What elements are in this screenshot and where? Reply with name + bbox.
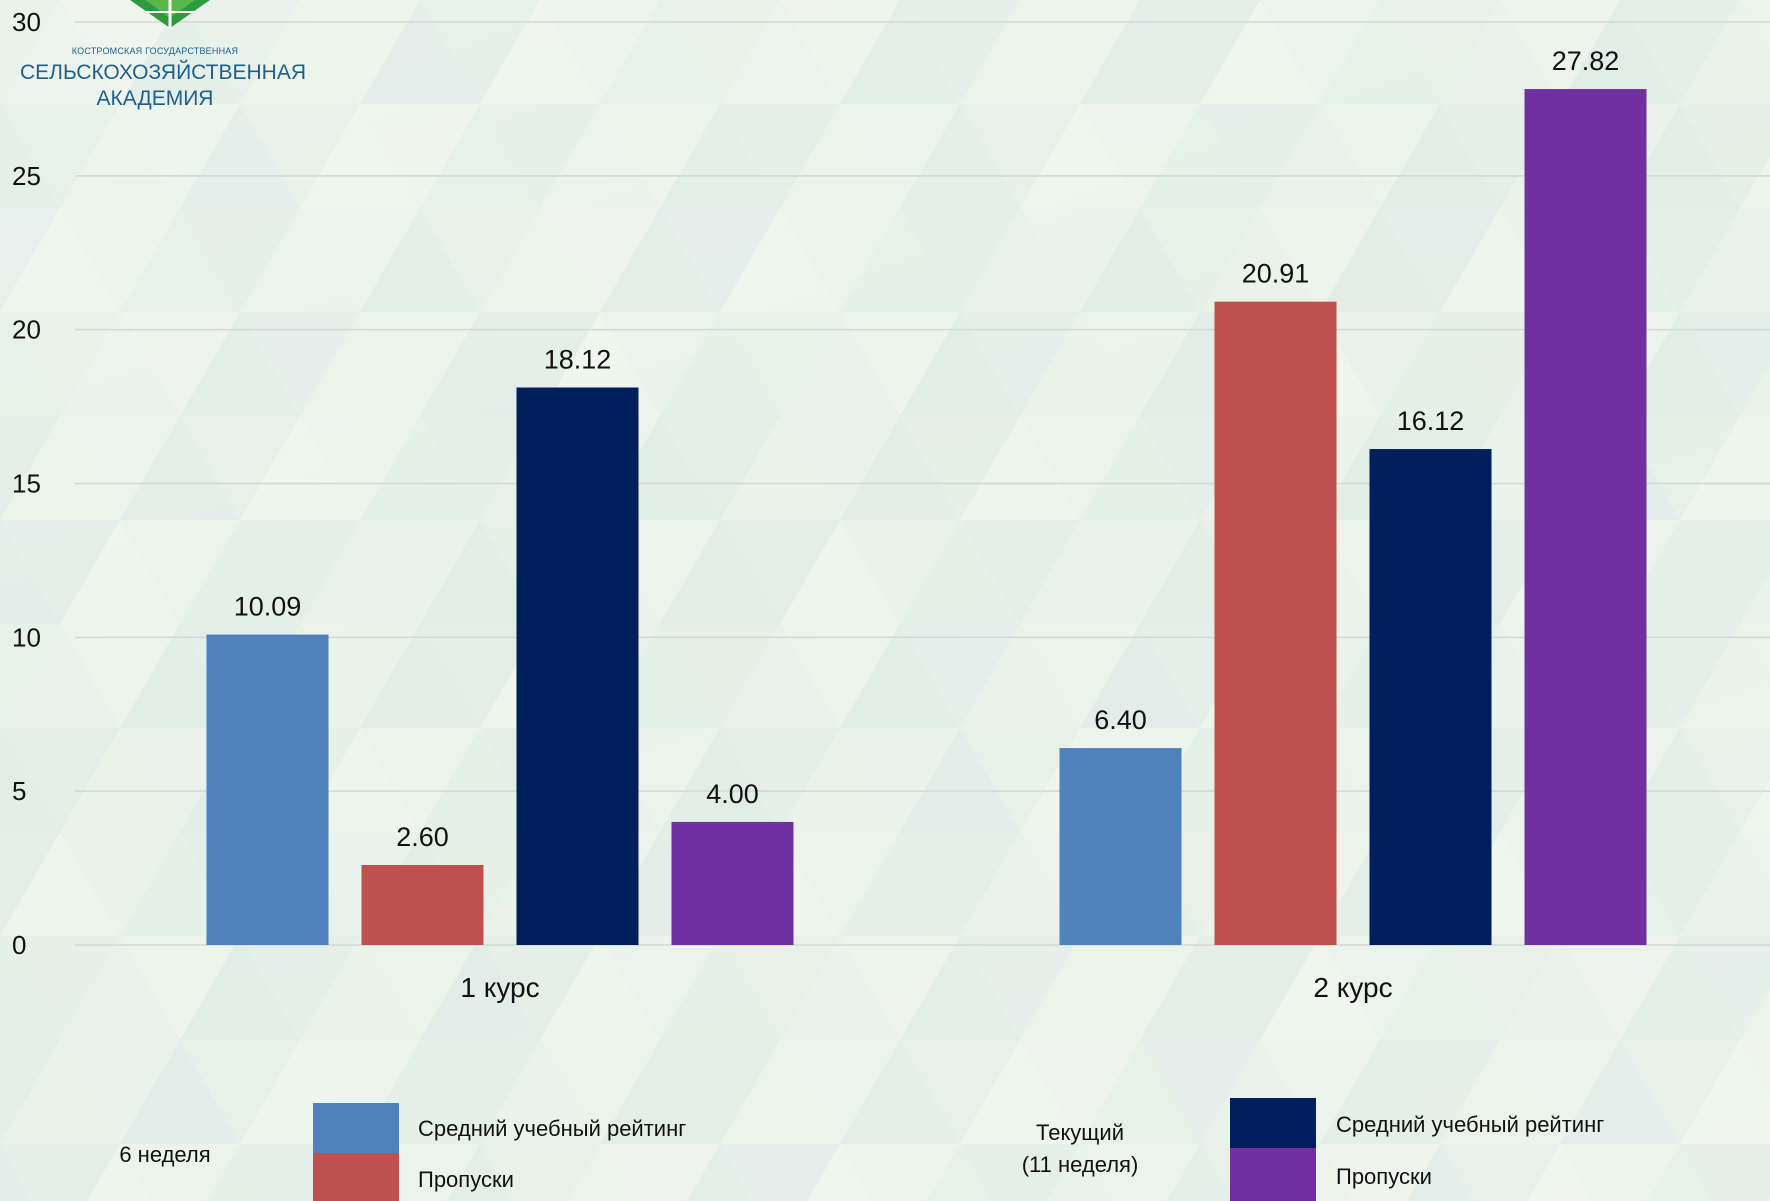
x-category-label: 1 курс <box>460 972 539 1003</box>
y-tick-label: 5 <box>12 776 26 806</box>
logo-title-2: АКАДЕМИЯ <box>96 87 214 110</box>
data-label: 16.12 <box>1397 406 1465 436</box>
data-label: 4.00 <box>706 779 759 809</box>
data-label: 18.12 <box>544 345 612 375</box>
y-tick-label: 25 <box>12 161 41 191</box>
y-tick-label: 30 <box>12 7 41 37</box>
legend-swatch-1 <box>313 1103 399 1153</box>
legend-group-label-current: Текущий <box>1036 1120 1124 1145</box>
bar <box>1214 301 1337 945</box>
legend-label-2: Пропуски <box>418 1167 514 1192</box>
y-tick-label: 20 <box>12 315 41 345</box>
legend-label-4: Пропуски <box>1336 1164 1432 1189</box>
bar <box>361 865 484 945</box>
bar <box>206 634 329 945</box>
bar <box>1369 449 1492 945</box>
logo-emblem-icon <box>130 0 210 28</box>
bar <box>1524 89 1647 945</box>
legend-swatch-4 <box>1230 1148 1316 1201</box>
legend-label-1: Средний учебный рейтинг <box>418 1116 687 1141</box>
data-label: 20.91 <box>1242 259 1310 289</box>
legend-label-3: Средний учебный рейтинг <box>1336 1112 1605 1137</box>
data-label: 27.82 <box>1552 46 1620 76</box>
x-category-label: 2 курс <box>1313 972 1392 1003</box>
bar <box>516 387 639 945</box>
legend-group-label-week6: 6 неделя <box>119 1142 211 1167</box>
data-label: 6.40 <box>1094 705 1147 735</box>
legend-group-label-current-week: (11 неделя) <box>1021 1152 1139 1177</box>
legend-swatch-3 <box>1230 1098 1316 1148</box>
data-label: 2.60 <box>396 822 449 852</box>
data-label: 10.09 <box>234 592 302 622</box>
y-tick-label: 15 <box>12 469 41 499</box>
y-tick-label: 0 <box>12 930 26 960</box>
y-tick-label: 10 <box>12 622 41 652</box>
legend-swatch-2 <box>313 1153 399 1201</box>
bar <box>1059 748 1182 945</box>
bar <box>671 821 794 945</box>
logo-subtitle: КОСТРОМСКАЯ ГОСУДАРСТВЕННАЯ <box>71 46 239 56</box>
academy-logo: КОСТРОМСКАЯ ГОСУДАРСТВЕННАЯ СЕЛЬСКОХОЗЯЙ… <box>20 0 306 115</box>
logo-title: СЕЛЬСКОХОЗЯЙСТВЕННАЯ <box>20 61 306 84</box>
